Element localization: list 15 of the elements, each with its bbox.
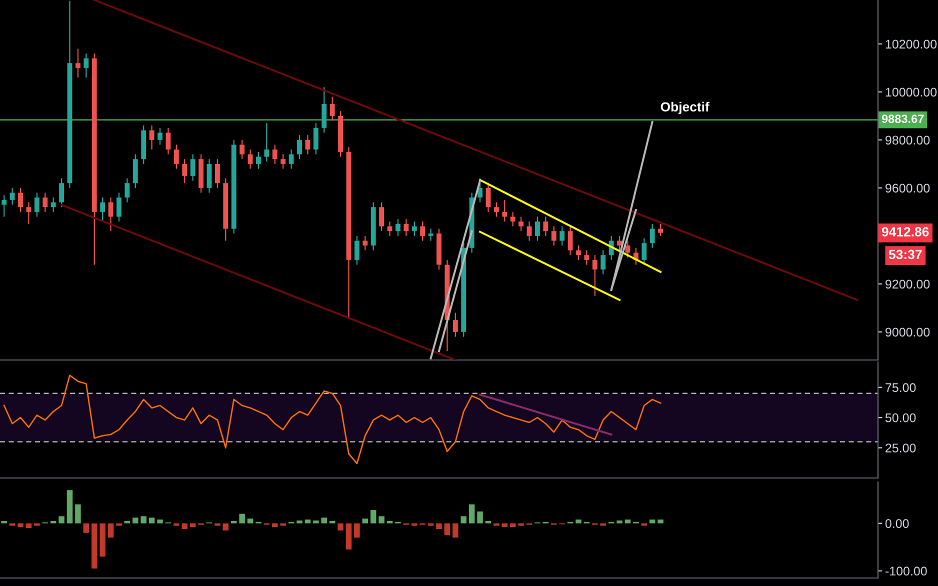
y-tick-label: 10000.00 <box>886 88 937 97</box>
y-tick-label: 75.00 <box>886 383 916 392</box>
annotation: Objectif <box>660 102 710 114</box>
y-tick-label: 9600.00 <box>886 184 930 193</box>
y-tick-label: 0.00 <box>885 519 909 528</box>
y-tick-label: -100.00 <box>886 566 927 576</box>
y-tick-label: 25.00 <box>886 444 916 452</box>
text: 53:37 <box>888 250 922 260</box>
ref-line-label: 9883.67 <box>882 114 924 124</box>
y-tick-label: 50.00 <box>885 413 916 422</box>
y-tick-label: 9200.00 <box>886 280 930 289</box>
y-tick-label: 9800.00 <box>886 136 930 145</box>
y-tick-label: 9000.00 <box>886 328 930 337</box>
text: 9412.86 <box>882 227 929 236</box>
y-tick-label: 10200.00 <box>886 40 937 49</box>
